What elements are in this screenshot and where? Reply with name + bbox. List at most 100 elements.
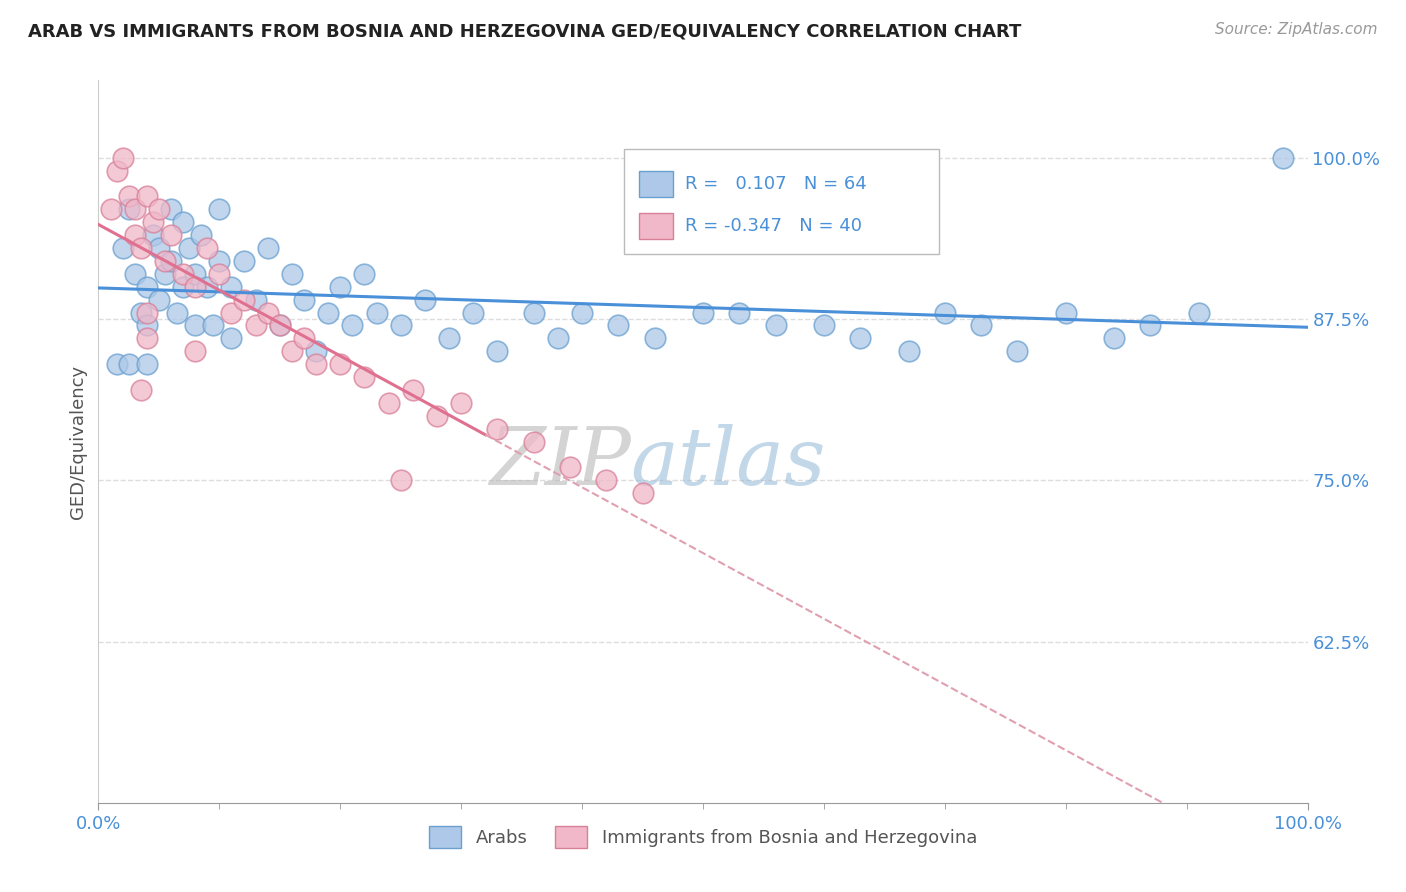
- Point: [437, 331, 460, 345]
- Point: [129, 241, 152, 255]
- Point: [160, 202, 183, 217]
- Point: [1102, 331, 1125, 345]
- Point: [160, 253, 183, 268]
- Point: [571, 305, 593, 319]
- Point: [232, 293, 254, 307]
- Point: [329, 357, 352, 371]
- Point: [166, 305, 188, 319]
- Point: [179, 241, 201, 255]
- Point: [148, 241, 170, 255]
- Point: [172, 267, 194, 281]
- FancyBboxPatch shape: [624, 149, 939, 253]
- Point: [413, 293, 436, 307]
- Point: [558, 460, 581, 475]
- Point: [970, 318, 993, 333]
- Point: [221, 331, 243, 345]
- Point: [595, 473, 617, 487]
- Point: [426, 409, 449, 423]
- Bar: [638, 170, 673, 196]
- Point: [148, 293, 170, 307]
- Point: [292, 331, 315, 345]
- Point: [172, 279, 194, 293]
- Y-axis label: GED/Equivalency: GED/Equivalency: [69, 365, 87, 518]
- Point: [389, 318, 412, 333]
- Point: [172, 215, 194, 229]
- Point: [118, 357, 141, 371]
- Point: [377, 396, 399, 410]
- Point: [256, 241, 278, 255]
- Point: [316, 305, 339, 319]
- Point: [305, 357, 328, 371]
- Point: [142, 215, 165, 229]
- Point: [129, 383, 152, 397]
- Bar: [638, 213, 673, 239]
- Point: [269, 318, 291, 333]
- Point: [523, 305, 546, 319]
- Point: [208, 267, 231, 281]
- Point: [353, 267, 375, 281]
- Point: [105, 163, 128, 178]
- Point: [692, 305, 714, 319]
- Point: [245, 293, 267, 307]
- Point: [221, 305, 243, 319]
- Point: [765, 318, 787, 333]
- Point: [208, 253, 231, 268]
- Point: [100, 202, 122, 217]
- Point: [849, 331, 872, 345]
- Point: [153, 267, 176, 281]
- Point: [353, 370, 375, 384]
- Legend: Arabs, Immigrants from Bosnia and Herzegovina: Arabs, Immigrants from Bosnia and Herzeg…: [422, 819, 984, 855]
- Point: [897, 344, 920, 359]
- Point: [184, 318, 207, 333]
- Point: [221, 279, 243, 293]
- Point: [129, 305, 152, 319]
- Point: [135, 189, 157, 203]
- Point: [1007, 344, 1029, 359]
- Point: [281, 267, 304, 281]
- Point: [486, 344, 509, 359]
- Point: [1272, 151, 1295, 165]
- Text: ZIP: ZIP: [489, 425, 630, 502]
- Point: [118, 202, 141, 217]
- Point: [342, 318, 364, 333]
- Point: [184, 344, 207, 359]
- Point: [245, 318, 267, 333]
- Point: [160, 228, 183, 243]
- Point: [547, 331, 569, 345]
- Text: atlas: atlas: [630, 425, 825, 502]
- Point: [232, 253, 254, 268]
- Point: [389, 473, 412, 487]
- Point: [124, 267, 146, 281]
- Point: [135, 279, 157, 293]
- Text: R =   0.107   N = 64: R = 0.107 N = 64: [685, 175, 866, 193]
- Point: [292, 293, 315, 307]
- Point: [124, 202, 146, 217]
- Point: [281, 344, 304, 359]
- Point: [1188, 305, 1211, 319]
- Point: [184, 267, 207, 281]
- Point: [142, 228, 165, 243]
- Text: R = -0.347   N = 40: R = -0.347 N = 40: [685, 218, 862, 235]
- Point: [728, 305, 751, 319]
- Point: [256, 305, 278, 319]
- Point: [105, 357, 128, 371]
- Point: [269, 318, 291, 333]
- Point: [135, 318, 157, 333]
- Point: [607, 318, 630, 333]
- Point: [153, 253, 176, 268]
- Point: [208, 202, 231, 217]
- Text: ARAB VS IMMIGRANTS FROM BOSNIA AND HERZEGOVINA GED/EQUIVALENCY CORRELATION CHART: ARAB VS IMMIGRANTS FROM BOSNIA AND HERZE…: [28, 22, 1022, 40]
- Point: [148, 202, 170, 217]
- Point: [813, 318, 835, 333]
- Point: [402, 383, 425, 397]
- Point: [631, 486, 654, 500]
- Point: [190, 228, 212, 243]
- Point: [644, 331, 666, 345]
- Point: [184, 279, 207, 293]
- Point: [523, 434, 546, 449]
- Point: [135, 331, 157, 345]
- Point: [329, 279, 352, 293]
- Point: [463, 305, 485, 319]
- Point: [305, 344, 328, 359]
- Point: [135, 305, 157, 319]
